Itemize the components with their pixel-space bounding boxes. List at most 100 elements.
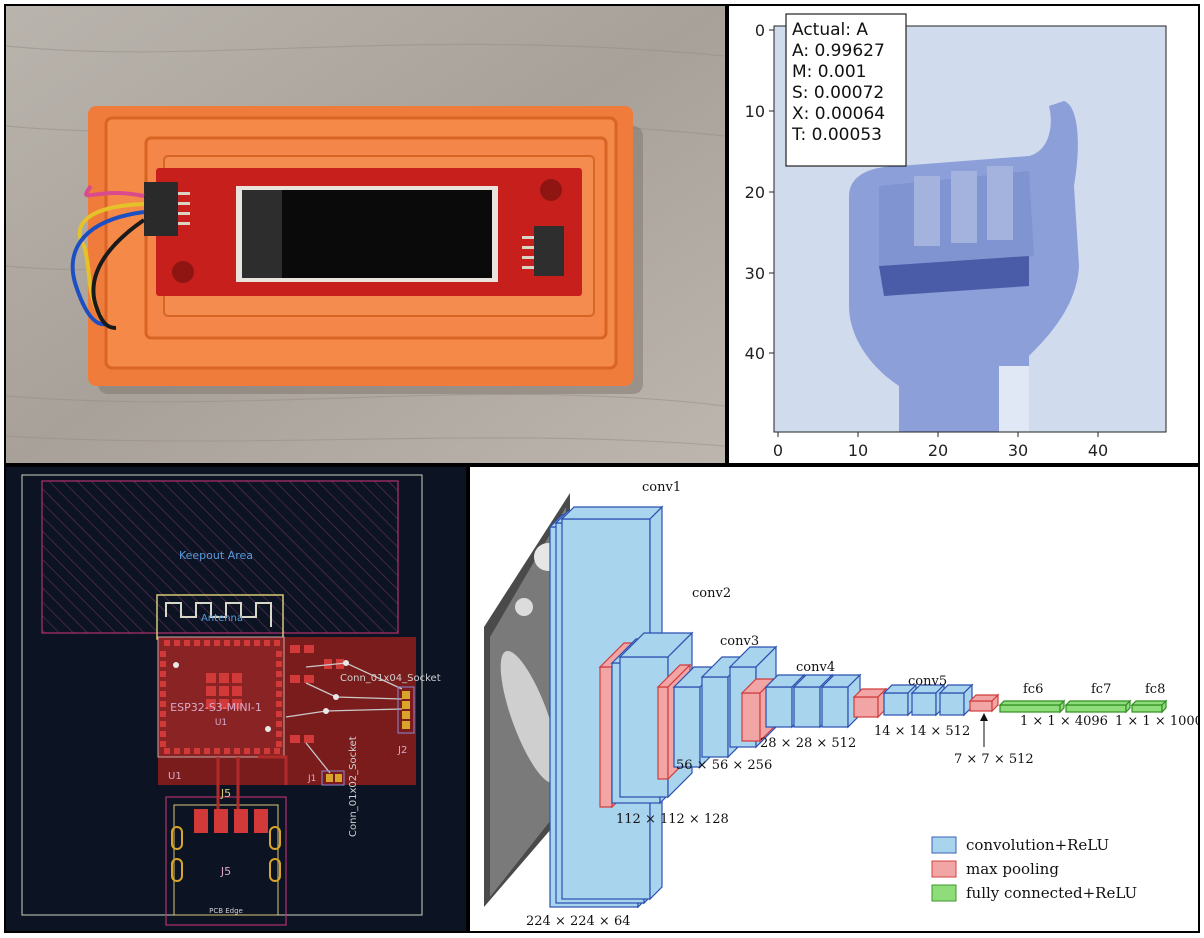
x-tick-10: 10 bbox=[848, 441, 868, 460]
input-image bbox=[484, 493, 570, 907]
prediction-plot: Actual: A A: 0.99627 M: 0.001 S: 0.00072… bbox=[727, 4, 1200, 465]
module-pad bbox=[204, 640, 210, 646]
j1-label: J1 bbox=[307, 774, 316, 784]
label-conv5: conv5 bbox=[908, 674, 947, 689]
dim-conv5: 14 × 14 × 512 bbox=[874, 724, 970, 739]
module-pad bbox=[164, 640, 170, 646]
fc-layer-block bbox=[1130, 699, 1168, 714]
module-pad bbox=[274, 640, 280, 646]
keepout-label: Keepout Area bbox=[179, 549, 253, 562]
legend-swatch-fc bbox=[931, 884, 957, 902]
pool5-arrowhead bbox=[980, 713, 988, 721]
fc-layer-block bbox=[998, 699, 1066, 714]
module-pad bbox=[204, 748, 210, 754]
x-tick-30: 30 bbox=[1008, 441, 1028, 460]
module-pad bbox=[214, 640, 220, 646]
dim-fc7: 1 × 1 × 4096 bbox=[1020, 714, 1108, 729]
conv-layer-block bbox=[820, 673, 862, 729]
vgg-architecture-diagram: conv1 conv2 conv3 conv4 conv5 fc6 fc7 fc… bbox=[468, 465, 1200, 933]
module-pad bbox=[214, 748, 220, 754]
legend-swatch-conv bbox=[931, 836, 957, 854]
conn4-label: Conn_01x04_Socket bbox=[340, 673, 441, 684]
legend-a: A: 0.99627 bbox=[792, 41, 885, 61]
dim-fc8: 1 × 1 × 1000 bbox=[1115, 714, 1198, 729]
module-pad bbox=[164, 748, 170, 754]
left-connector bbox=[144, 182, 178, 236]
antenna-label: Antenna bbox=[201, 613, 243, 624]
legend-conv: convolution+ReLU bbox=[966, 836, 1109, 854]
j5-label-center: J5 bbox=[220, 865, 231, 878]
dim-conv2: 112 × 112 × 128 bbox=[616, 812, 729, 827]
conn2-label: Conn_01x02_Socket bbox=[348, 736, 359, 837]
module-pad bbox=[184, 748, 190, 754]
legend-s: S: 0.00072 bbox=[792, 83, 884, 103]
dim-conv4: 28 × 28 × 512 bbox=[760, 736, 856, 751]
module-pad bbox=[160, 661, 166, 667]
vgg-legend: convolution+ReLU max pooling fully conne… bbox=[931, 836, 1137, 902]
module-pad bbox=[224, 640, 230, 646]
y-tick-0: 0 bbox=[755, 21, 765, 40]
u1-ref: U1 bbox=[168, 771, 182, 782]
vgg-diagram-canvas: conv1 conv2 conv3 conv4 conv5 fc6 fc7 fc… bbox=[484, 480, 1198, 929]
dim-conv3: 56 × 56 × 256 bbox=[676, 758, 772, 773]
prediction-legend bbox=[785, 13, 907, 167]
module-pad bbox=[160, 721, 166, 727]
y-tick-40: 40 bbox=[745, 344, 765, 363]
conv-layer-block bbox=[938, 683, 974, 717]
fc-layer-block bbox=[1064, 699, 1132, 714]
label-conv1: conv1 bbox=[642, 480, 681, 495]
hand-illustration bbox=[849, 101, 1079, 432]
legend-x: X: 0.00064 bbox=[792, 104, 885, 124]
pcb-edge-label: PCB Edge bbox=[209, 907, 243, 915]
esp32-module bbox=[157, 636, 285, 758]
x-tick-0: 0 bbox=[773, 441, 783, 460]
label-conv4: conv4 bbox=[796, 660, 835, 675]
label-fc7: fc7 bbox=[1091, 682, 1111, 697]
module-pad bbox=[224, 748, 230, 754]
module-pad bbox=[160, 731, 166, 737]
module-pad bbox=[264, 640, 270, 646]
module-pad bbox=[244, 640, 250, 646]
pcb-layout-canvas: Keepout Area Antenna ESP32-S3-MINI-1 U1 … bbox=[6, 467, 466, 931]
antenna-trace bbox=[165, 602, 272, 627]
legend-m: M: 0.001 bbox=[792, 62, 866, 82]
module-pad bbox=[174, 640, 180, 646]
module-pad bbox=[194, 640, 200, 646]
module-pad bbox=[276, 661, 282, 667]
module-pad bbox=[274, 748, 280, 754]
module-pad bbox=[184, 640, 190, 646]
j5-label-top: J5 bbox=[220, 787, 231, 800]
pool-layer-block bbox=[852, 687, 888, 719]
module-pad bbox=[234, 640, 240, 646]
module-pad bbox=[194, 748, 200, 754]
label-conv3: conv3 bbox=[720, 634, 759, 649]
legend-t: T: 0.00053 bbox=[791, 125, 882, 145]
module-pad bbox=[276, 731, 282, 737]
y-tick-10: 10 bbox=[745, 102, 765, 121]
x-tick-20: 20 bbox=[928, 441, 948, 460]
module-pad bbox=[276, 671, 282, 677]
label-fc8: fc8 bbox=[1145, 682, 1165, 697]
module-pad bbox=[276, 721, 282, 727]
legend-fc: fully connected+ReLU bbox=[966, 884, 1137, 902]
prediction-plot-figure: Actual: A A: 0.99627 M: 0.001 S: 0.00072… bbox=[745, 13, 1167, 460]
module-pad bbox=[160, 681, 166, 687]
label-conv2: conv2 bbox=[692, 586, 731, 601]
module-label: ESP32-S3-MINI-1 bbox=[170, 701, 262, 714]
conv-layer-block bbox=[910, 683, 946, 717]
right-connector bbox=[534, 226, 564, 276]
module-pad bbox=[160, 691, 166, 697]
module-pad bbox=[254, 640, 260, 646]
module-pad bbox=[254, 748, 260, 754]
module-pad bbox=[276, 691, 282, 697]
pcb-layout: Keepout Area Antenna ESP32-S3-MINI-1 U1 … bbox=[4, 465, 468, 933]
legend-swatch-pool bbox=[931, 860, 957, 878]
module-pad bbox=[276, 711, 282, 717]
u1-ref-inner: U1 bbox=[215, 718, 227, 728]
j5-usb-footprint bbox=[165, 796, 287, 926]
oled-screen bbox=[242, 190, 492, 278]
module-pad bbox=[276, 701, 282, 707]
module-pad bbox=[160, 711, 166, 717]
keepout-area bbox=[41, 480, 399, 634]
module-pad bbox=[160, 701, 166, 707]
